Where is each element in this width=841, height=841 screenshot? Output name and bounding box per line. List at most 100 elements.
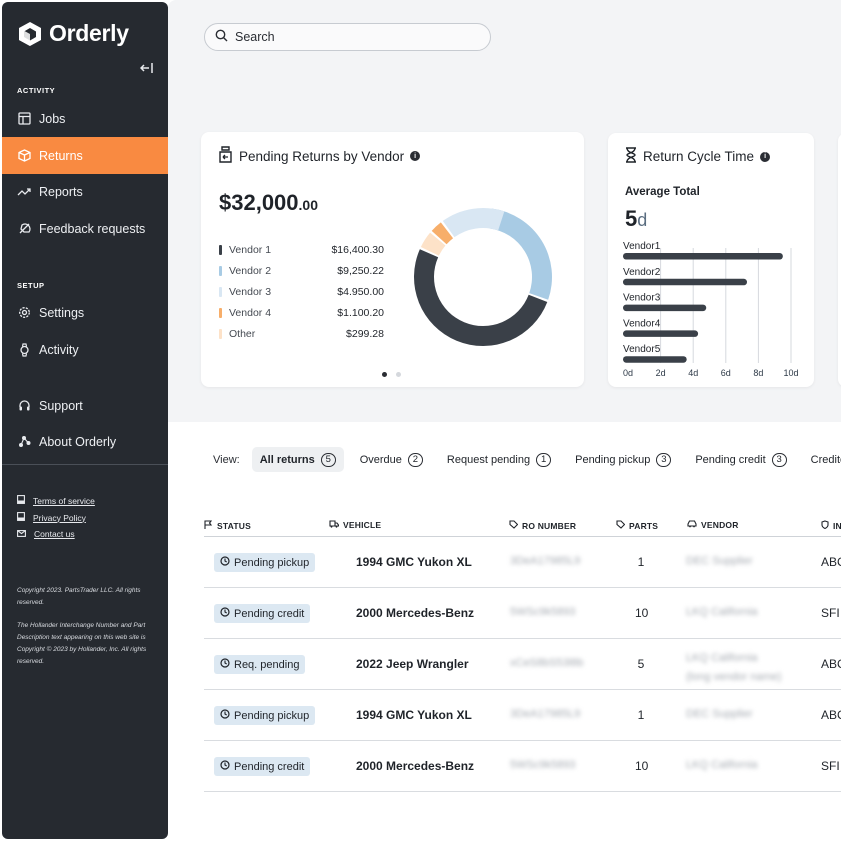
trend-icon [17,185,31,199]
x-tick-label: 2d [656,368,666,378]
sidebar-item-reports[interactable]: Reports [2,173,168,210]
filter-count: 1 [536,452,552,467]
terms-link-label[interactable]: Terms of service [33,495,95,506]
column-ro-number[interactable]: RO NUMBER [509,520,576,531]
search-placeholder: Search [235,30,275,44]
donut-segment-vendor-1[interactable] [413,249,548,347]
column-label: VEHICLE [343,520,382,530]
box-return-icon [17,149,31,163]
table-row[interactable]: Pending credit 2000 Mercedes-Benz 5WSc9k… [204,588,841,639]
document-icon [17,495,25,506]
filter-pending-credit[interactable]: Pending credit 3 [687,447,794,472]
legend-value: $4.950.00 [337,285,384,298]
cycle-time-title: Return Cycle Time i [625,147,771,166]
donut-segment-vendor-2[interactable] [489,208,552,300]
column-vendor[interactable]: VENDOR [687,520,739,530]
filter-count: 5 [320,452,336,467]
copyright-text: Copyright 2023. PartsTrader LLC. All rig… [17,587,141,606]
info-icon[interactable]: i [410,151,421,161]
sidebar-item-label: About Orderly [39,434,117,449]
main-content: Search Pending Returns by Vendor i $32,0… [168,0,841,841]
sidebar-item-jobs[interactable]: Jobs [2,100,168,137]
filter-pending-pickup[interactable]: Pending pickup 3 [567,447,679,472]
privacy-link[interactable]: Privacy Policy [17,512,86,523]
status-text: Pending pickup [234,709,310,722]
vendor-cell: DEC Supplier [686,708,753,720]
sidebar-item-about[interactable]: About Orderly [2,423,168,460]
filter-all-returns[interactable]: All returns 5 [251,447,344,472]
legend-item[interactable]: Other $299.28 [219,323,384,344]
sidebar-item-support[interactable]: Support [2,387,168,424]
terms-link[interactable]: Terms of service [17,495,95,506]
bar-vendor4[interactable] [623,330,699,337]
collapse-sidebar-icon[interactable] [139,62,154,77]
bar-vendor1[interactable] [623,253,783,260]
vehicle-cell: 2000 Mercedes-Benz [356,606,475,620]
x-tick-label: 8d [753,368,763,378]
bar-category-label: Vendor5 [623,344,661,355]
status-badge: Req. pending [214,655,306,674]
legend-item[interactable]: Vendor 2 $9,250.22 [219,260,384,281]
donut-segment-vendor-3[interactable] [442,208,505,238]
clock-icon [220,607,230,620]
status-badge: Pending pickup [214,706,316,725]
sidebar: Orderly ACTIVITY Jobs Returns Reports Fe… [2,2,168,839]
carousel-dots[interactable] [382,372,401,377]
hourglass-icon [625,147,637,166]
truck-icon [329,520,340,530]
column-insurer[interactable]: IN [821,520,841,531]
ro-number-cell: 5WSc9k5893 [510,759,576,771]
legend-item[interactable]: Vendor 1 $16,400.30 [219,239,384,260]
bar-vendor3[interactable] [623,304,707,312]
table-row[interactable]: Pending credit 2000 Mercedes-Benz 5WSc9k… [204,741,841,792]
carousel-dot[interactable] [396,372,401,377]
sidebar-item-settings[interactable]: Settings [2,294,168,331]
search-input[interactable]: Search [204,23,491,51]
donut-segment-other[interactable] [420,232,446,256]
next-card-partial [838,133,841,387]
flag-icon [204,520,213,531]
table-row[interactable]: Req. pending 2022 Jeep Wrangler xCeS8bS5… [204,639,841,690]
sidebar-item-activity[interactable]: Activity [2,331,168,368]
shield-icon [821,520,829,531]
tag-icon [616,520,626,531]
info-icon[interactable]: i [760,151,771,162]
sidebar-item-feedback-requests[interactable]: Feedback requests [2,210,168,247]
avg-value-unit: d [637,210,648,230]
column-label: STATUS [217,520,251,531]
column-parts[interactable]: PARTS [616,520,658,531]
legend-item[interactable]: Vendor 4 $1.100.20 [219,302,384,323]
filter-request-pending[interactable]: Request pending 1 [439,447,559,472]
pending-total-cents: .00 [298,197,318,213]
sidebar-item-returns[interactable]: Returns [2,137,168,174]
table-row[interactable]: Pending pickup 1994 GMC Yukon XL 3DeA179… [204,537,841,588]
legend-swatch [219,265,222,276]
bar-vendor5[interactable] [623,356,687,363]
legend-name: Other [229,327,256,340]
contact-link[interactable]: Contact us [17,529,75,539]
vehicle-cell: 1994 GMC Yukon XL [356,555,472,569]
headset-icon [17,399,31,413]
clock-icon [220,709,230,722]
clock-icon [220,658,230,671]
app-logo[interactable]: Orderly [17,20,129,47]
gear-icon [17,306,31,320]
filter-credited[interactable]: Credited [803,447,841,472]
table-row[interactable]: Pending pickup 1994 GMC Yukon XL 3DeA179… [204,690,841,741]
contact-link-label[interactable]: Contact us [34,529,75,539]
column-status[interactable]: STATUS [204,520,251,531]
carousel-dot-active[interactable] [382,372,387,377]
orderly-logo-icon [19,21,41,46]
bar-vendor2[interactable] [623,278,747,286]
donut-segment-vendor-4[interactable] [431,222,454,245]
status-badge: Pending credit [214,604,311,623]
filter-overdue[interactable]: Overdue 2 [352,447,431,472]
legend-item[interactable]: Vendor 3 $4.950.00 [219,281,384,302]
legend-value: $299.28 [346,327,384,340]
x-tick-label: 4d [688,368,698,378]
vendor-cell: LKQ California [686,759,758,771]
privacy-link-label[interactable]: Privacy Policy [33,512,86,523]
column-vehicle[interactable]: VEHICLE [329,520,381,530]
pending-returns-title: Pending Returns by Vendor i [218,146,421,166]
view-filter-bar: View: All returns 5 Overdue 2 Request pend… [213,447,841,472]
